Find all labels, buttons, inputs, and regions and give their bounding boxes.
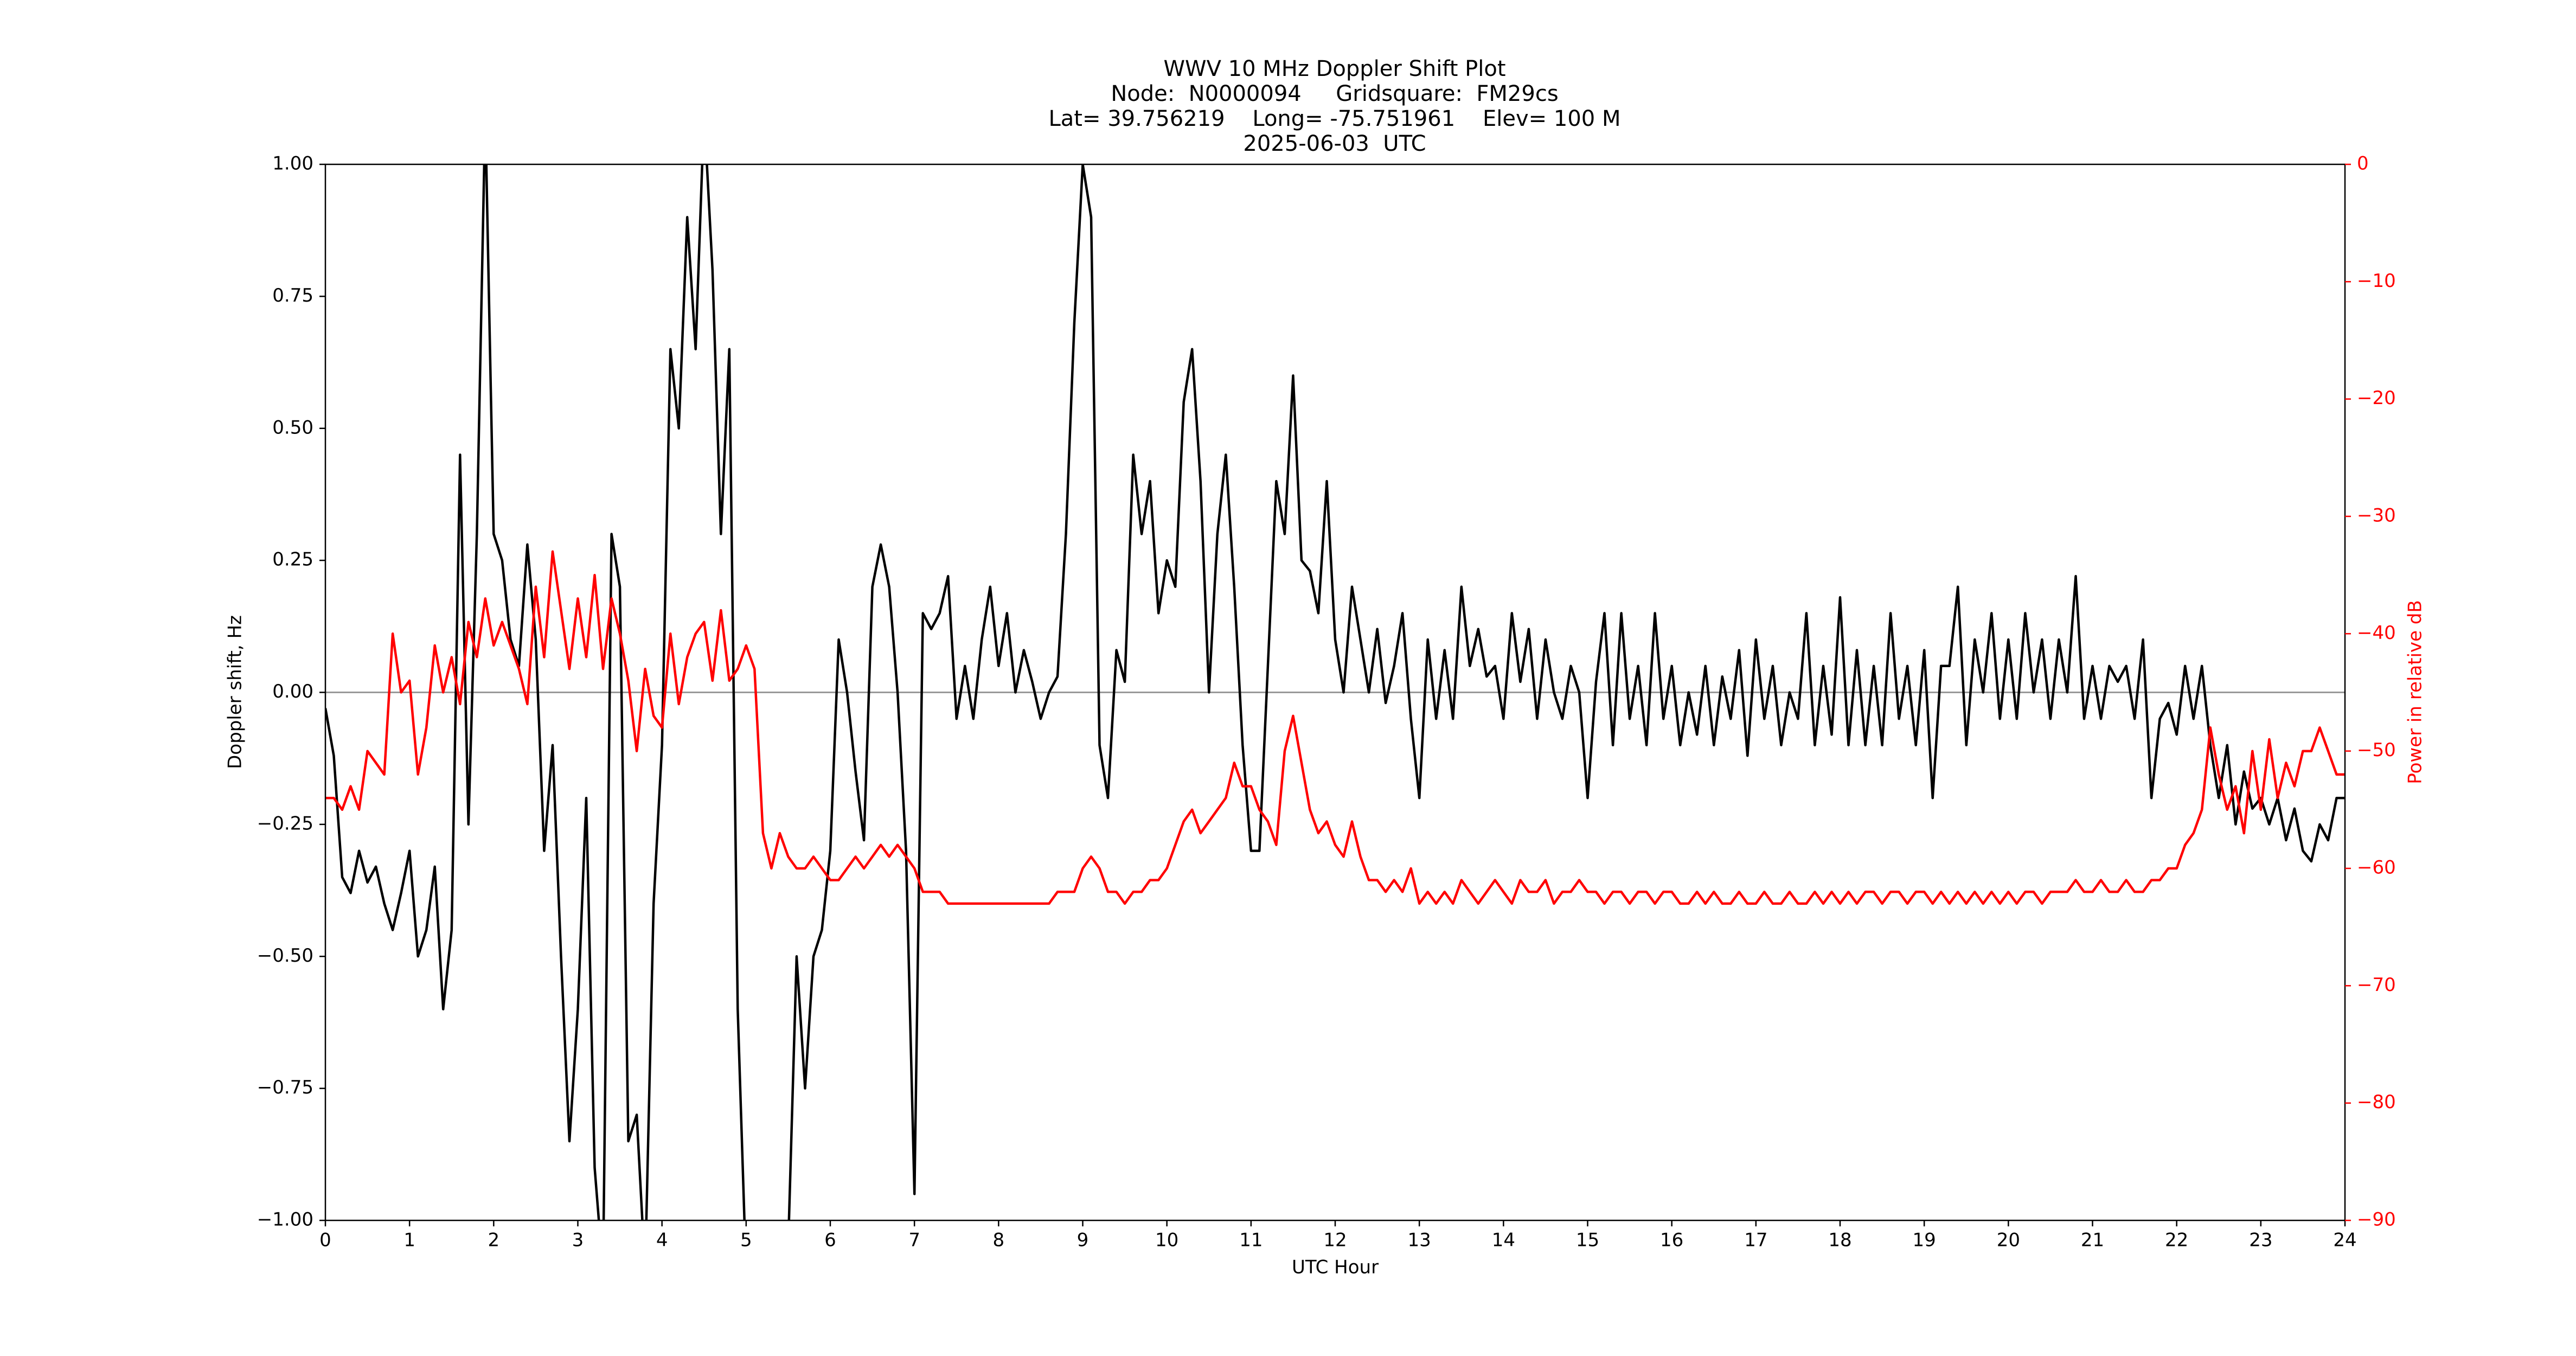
title-line: 2025-06-03 UTC <box>1243 131 1426 156</box>
x-tick-label: 8 <box>993 1230 1005 1251</box>
x-tick-label: 15 <box>1576 1230 1599 1251</box>
y2-tick-label: −50 <box>2357 739 2396 761</box>
y-tick-label: 0.00 <box>272 681 313 702</box>
data-line <box>325 550 2345 905</box>
y-tick-label: 0.75 <box>272 285 313 306</box>
x-tick-label: 10 <box>1155 1230 1178 1251</box>
y2-tick-label: 0 <box>2357 153 2369 175</box>
y2-tick-label: −90 <box>2357 1209 2396 1231</box>
x-tick-label: 19 <box>1913 1230 1936 1251</box>
x-tick-label: 7 <box>908 1230 920 1251</box>
y-tick-label: −0.50 <box>257 945 313 967</box>
x-tick-label: 22 <box>2165 1230 2188 1251</box>
x-tick-label: 0 <box>319 1230 331 1251</box>
x-tick-label: 3 <box>572 1230 584 1251</box>
x-tick-label: 6 <box>824 1230 836 1251</box>
y2-axis-label: Power in relative dB <box>2405 600 2426 784</box>
x-tick-label: 9 <box>1077 1230 1089 1251</box>
y-tick-label: 0.50 <box>272 417 313 438</box>
x-tick-label: 17 <box>1744 1230 1767 1251</box>
x-tick-label: 4 <box>656 1230 668 1251</box>
y2-tick-label: −10 <box>2357 270 2396 292</box>
x-tick-label: 13 <box>1408 1230 1431 1251</box>
y2-tick-label: −70 <box>2357 974 2396 996</box>
y2-tick-label: −30 <box>2357 505 2396 527</box>
x-tick-label: 18 <box>1828 1230 1851 1251</box>
data-line <box>325 164 2345 1220</box>
x-tick-label: 5 <box>740 1230 752 1251</box>
y2-tick-label: −60 <box>2357 857 2396 879</box>
x-tick-label: 12 <box>1323 1230 1347 1251</box>
y-tick-label: −0.75 <box>257 1077 313 1098</box>
x-tick-label: 2 <box>488 1230 500 1251</box>
x-tick-label: 1 <box>403 1230 415 1251</box>
title-line: Lat= 39.756219 Long= -75.751961 Elev= 10… <box>1049 106 1621 131</box>
plot-area <box>325 164 2345 1220</box>
y-axis-label: Doppler shift, Hz <box>225 615 246 769</box>
x-tick-label: 16 <box>1660 1230 1683 1251</box>
y-tick-label: −0.25 <box>257 813 313 834</box>
y-tick-label: 1.00 <box>272 153 313 175</box>
title-line: Node: N0000094 Gridsquare: FM29cs <box>1111 81 1558 106</box>
y-tick-label: −1.00 <box>257 1209 313 1231</box>
x-tick-label: 14 <box>1492 1230 1515 1251</box>
y-tick-label: 0.25 <box>272 549 313 571</box>
x-tick-label: 21 <box>2081 1230 2104 1251</box>
title-line: WWV 10 MHz Doppler Shift Plot <box>1163 56 1505 81</box>
x-axis-label: UTC Hour <box>1292 1257 1379 1278</box>
x-tick-label: 11 <box>1239 1230 1263 1251</box>
x-tick-label: 24 <box>2333 1230 2356 1251</box>
y2-tick-label: −20 <box>2357 387 2396 409</box>
x-tick-label: 23 <box>2249 1230 2272 1251</box>
x-tick-label: 20 <box>1997 1230 2020 1251</box>
y2-tick-label: −40 <box>2357 622 2396 644</box>
y2-tick-label: −80 <box>2357 1091 2396 1113</box>
